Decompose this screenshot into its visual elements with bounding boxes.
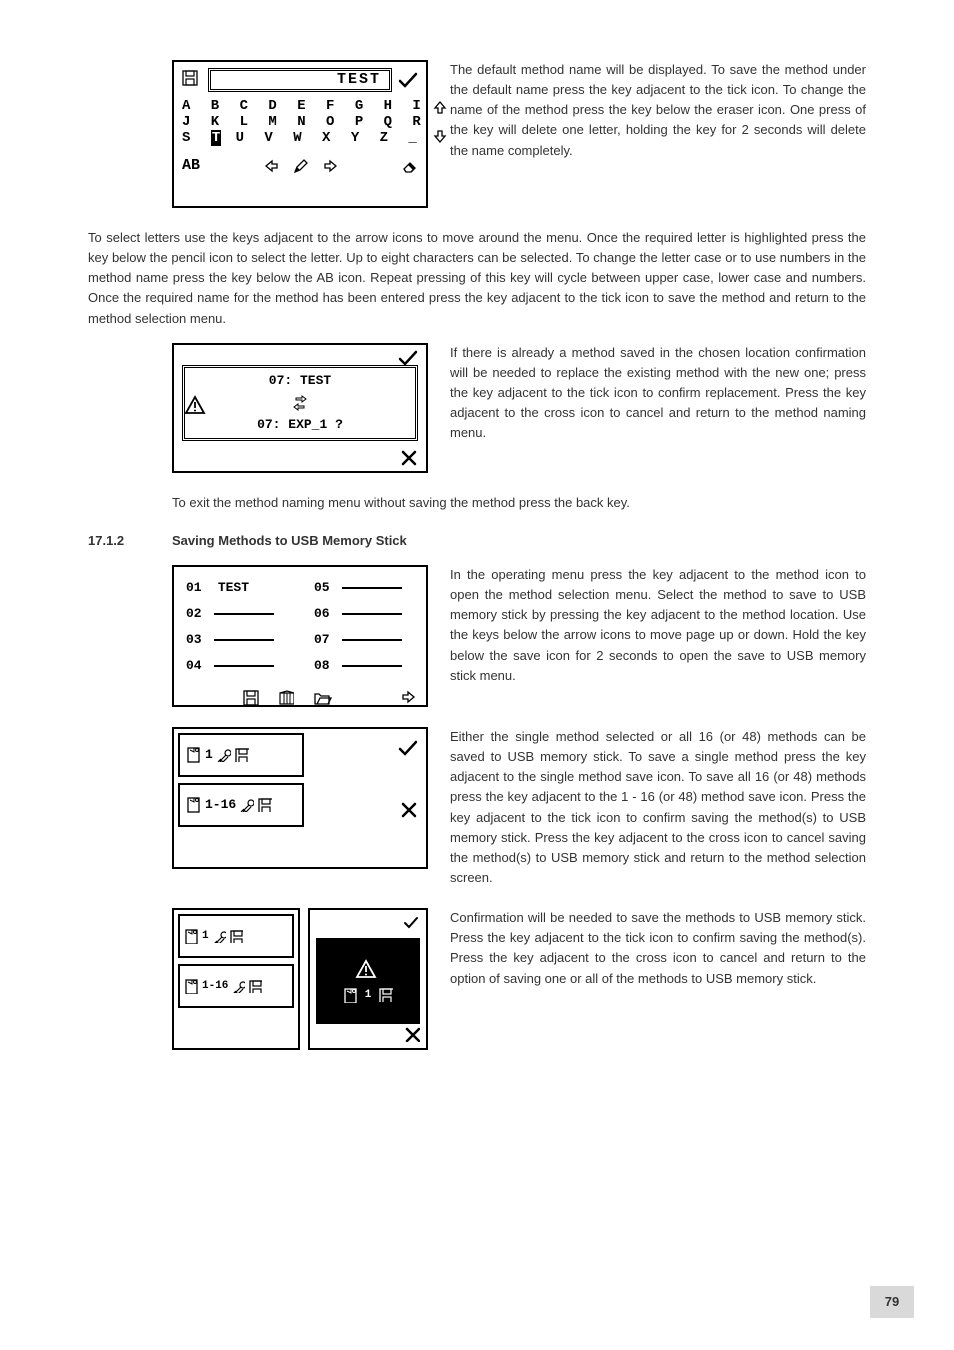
keyboard-grid: A B C D E F G H I J K L M N O P Q R S T … xyxy=(182,98,427,146)
tick-icon xyxy=(398,71,418,89)
save-all-option: 1-16 xyxy=(178,783,304,827)
save-single-option: 1 xyxy=(178,914,294,958)
section-title: Saving Methods to USB Memory Stick xyxy=(172,531,407,551)
usb-icon xyxy=(240,798,254,812)
paragraph: To exit the method naming menu without s… xyxy=(172,493,866,513)
cross-icon xyxy=(404,1026,420,1042)
page-number: 79 xyxy=(870,1286,914,1318)
tick-icon xyxy=(398,349,418,367)
paragraph: If there is already a method saved in th… xyxy=(450,343,866,444)
figure-replace-confirm: 07: TEST 07: EXP_1 ? xyxy=(172,343,428,473)
disk-icon xyxy=(379,988,393,1002)
doc-icon xyxy=(186,747,201,763)
arrow-right-icon xyxy=(323,159,338,173)
cross-icon xyxy=(400,449,418,467)
figure-save-options: 1 1-16 xyxy=(172,727,428,869)
eraser-icon xyxy=(401,157,418,174)
section-number: 17.1.2 xyxy=(88,531,150,551)
arrow-left-icon xyxy=(264,159,279,173)
doc-icon xyxy=(184,979,198,994)
grid-icon xyxy=(279,690,295,706)
folder-icon xyxy=(314,690,332,706)
warning-icon xyxy=(355,959,381,981)
section-heading: 17.1.2 Saving Methods to USB Memory Stic… xyxy=(88,531,866,551)
doc-icon xyxy=(184,929,198,944)
save-all-option: 1-16 xyxy=(178,964,294,1008)
arrow-up-icon xyxy=(433,100,447,115)
paragraph: In the operating menu press the key adja… xyxy=(450,565,866,686)
paragraph: To select letters use the keys adjacent … xyxy=(88,228,866,329)
disk-icon xyxy=(258,798,272,812)
disk-icon xyxy=(182,70,202,90)
tick-icon xyxy=(398,739,418,757)
usb-icon xyxy=(232,980,245,993)
figure-method-list: 01 TEST05020603070408 xyxy=(172,565,428,707)
confirm-panel: 1 xyxy=(316,938,420,1024)
usb-icon xyxy=(213,930,226,943)
usb-icon xyxy=(217,748,231,762)
case-toggle: AB xyxy=(182,154,200,177)
disk-icon xyxy=(230,930,243,943)
disk-icon xyxy=(235,748,249,762)
figure-name-entry: TEST A B C D E F G H I J K L M N O P Q R… xyxy=(172,60,428,208)
paragraph: The default method name will be displaye… xyxy=(450,60,866,161)
replace-new-name: 07: TEST xyxy=(269,371,331,391)
paragraph: Either the single method selected or all… xyxy=(450,727,866,888)
arrow-right-icon xyxy=(401,690,416,704)
method-name-field: TEST xyxy=(208,68,392,92)
doc-icon xyxy=(343,988,357,1003)
arrow-down-icon xyxy=(433,129,447,144)
pencil-icon xyxy=(293,158,309,174)
warning-icon xyxy=(184,395,206,415)
disk-icon xyxy=(243,690,259,706)
paragraph: Confirmation will be needed to save the … xyxy=(450,908,866,989)
replace-icon xyxy=(292,395,308,411)
figure-save-confirm: 1 1-16 1 xyxy=(172,908,428,1050)
save-single-option: 1 xyxy=(178,733,304,777)
doc-icon xyxy=(186,797,201,813)
disk-icon xyxy=(249,980,262,993)
replace-old-name: 07: EXP_1 ? xyxy=(257,415,343,435)
cross-icon xyxy=(400,801,418,819)
tick-icon xyxy=(404,916,420,930)
